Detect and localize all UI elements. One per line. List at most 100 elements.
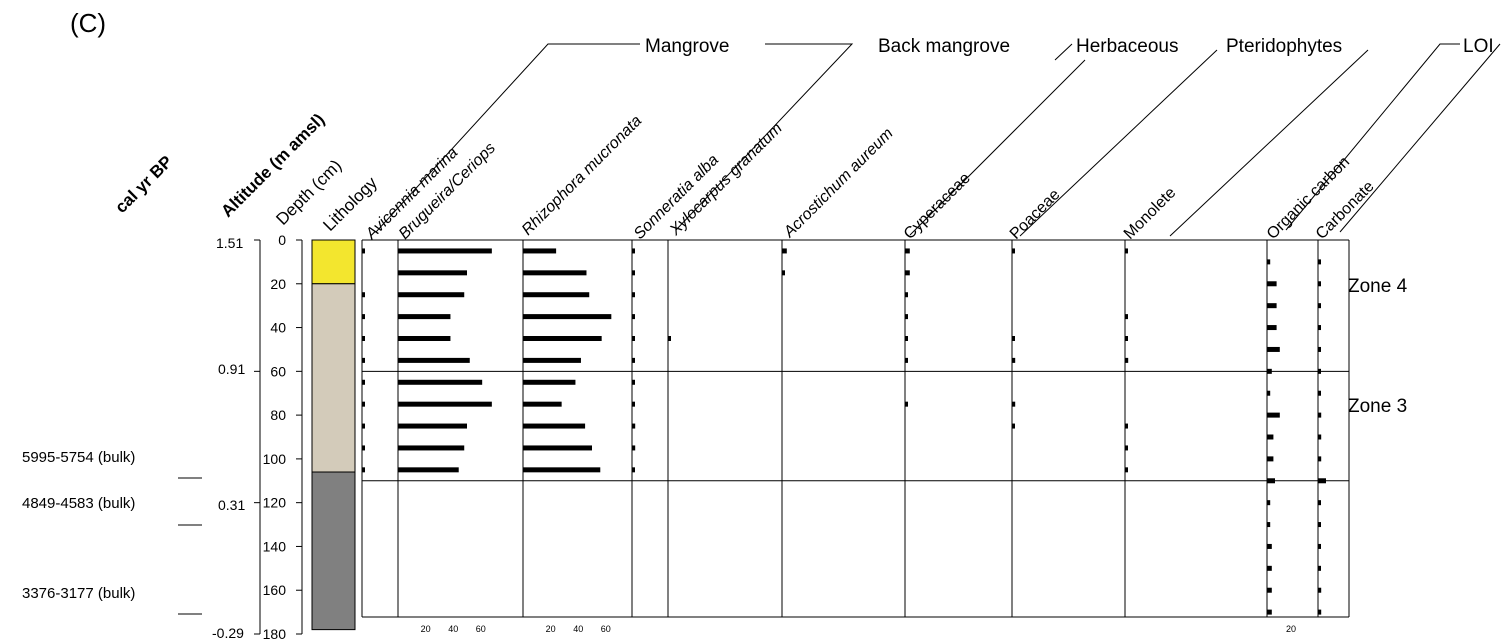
depth-tick-label: 80 bbox=[270, 407, 286, 423]
pollen-bar bbox=[523, 292, 590, 298]
pollen-bar bbox=[905, 357, 908, 363]
pollen-bar bbox=[782, 270, 785, 276]
pollen-bar bbox=[632, 314, 635, 320]
loi-bar bbox=[1318, 522, 1321, 528]
pollen-bar bbox=[523, 445, 592, 451]
zone-label-3: Zone 3 bbox=[1348, 396, 1407, 417]
pollen-bar bbox=[1125, 467, 1128, 473]
pollen-bar bbox=[632, 336, 635, 341]
bracket-back-mangrove bbox=[909, 59, 1086, 236]
bracket-pteridophytes bbox=[1169, 49, 1369, 237]
loi-bar bbox=[1267, 543, 1272, 549]
age-label-2: 4849-4583 (bulk) bbox=[22, 495, 135, 512]
altitude-tick-3: 0.31 bbox=[218, 497, 245, 513]
zone-label-4: Zone 4 bbox=[1348, 276, 1408, 297]
group-label-herbaceous: Herbaceous bbox=[1076, 36, 1178, 57]
pollen-bar bbox=[632, 423, 636, 429]
pollen-bar bbox=[632, 292, 635, 298]
pollen-bar bbox=[632, 467, 635, 473]
loi-bar bbox=[1267, 390, 1271, 396]
loi-bar bbox=[1267, 346, 1280, 352]
pollen-bar bbox=[523, 379, 576, 385]
loi-bar bbox=[1318, 303, 1321, 309]
rhizophora-x-tick: 60 bbox=[601, 624, 611, 634]
pollen-bar bbox=[668, 336, 671, 341]
loi-bar bbox=[1267, 609, 1272, 615]
pollen-bar bbox=[632, 379, 635, 385]
pollen-bar bbox=[1125, 314, 1128, 320]
loi-bar bbox=[1267, 303, 1277, 309]
lithology-unit bbox=[311, 239, 356, 285]
pollen-bar bbox=[362, 336, 365, 341]
pollen-bar bbox=[1125, 248, 1128, 254]
taxon-label: Cyperaceae bbox=[901, 170, 974, 243]
bracket-loi-left bbox=[1285, 43, 1460, 231]
rhizophora-x-tick: 40 bbox=[573, 624, 583, 634]
loi-bar bbox=[1318, 434, 1322, 440]
depth-tick-label: 120 bbox=[263, 495, 287, 511]
loi-bar bbox=[1267, 259, 1271, 265]
depth-tick-label: 140 bbox=[263, 538, 287, 554]
pollen-bar bbox=[905, 336, 908, 341]
pollen-bar bbox=[362, 379, 365, 385]
pollen-bar bbox=[1125, 336, 1128, 341]
pollen-bar bbox=[632, 401, 635, 407]
taxon-label: Monolete bbox=[1121, 184, 1180, 243]
depth-tick-label: 0 bbox=[278, 232, 286, 248]
pollen-bar bbox=[1125, 357, 1129, 363]
loi-bar bbox=[1267, 281, 1277, 287]
loi-bar bbox=[1318, 390, 1321, 396]
brugueira-x-tick: 40 bbox=[448, 624, 458, 634]
group-label-loi: LOI bbox=[1463, 36, 1494, 57]
pollen-bar bbox=[523, 336, 602, 341]
loi-bar bbox=[1318, 587, 1322, 593]
loi-bar bbox=[1318, 412, 1322, 418]
pollen-bar bbox=[398, 467, 459, 473]
group-label-back-mangrove: Back mangrove bbox=[878, 36, 1010, 57]
pollen-bar bbox=[398, 423, 467, 429]
pollen-bar bbox=[905, 248, 910, 254]
group-label-mangrove: Mangrove bbox=[645, 36, 730, 57]
pollen-bar bbox=[1125, 423, 1128, 429]
pollen-bar bbox=[1012, 336, 1015, 341]
pollen-bar bbox=[362, 292, 365, 298]
loi-bar bbox=[1318, 478, 1326, 484]
loi-bar bbox=[1318, 456, 1322, 462]
pollen-bar bbox=[523, 248, 557, 254]
loi-bar bbox=[1267, 412, 1280, 418]
pollen-bar bbox=[782, 248, 787, 254]
pollen-bar bbox=[523, 467, 601, 473]
pollen-bar bbox=[362, 445, 365, 451]
group-label-pteridophytes: Pteridophytes bbox=[1226, 36, 1342, 57]
pollen-bar bbox=[523, 270, 587, 276]
pollen-bar bbox=[398, 445, 465, 451]
pollen-bar bbox=[523, 423, 586, 429]
pollen-bar bbox=[398, 292, 465, 298]
pollen-bar bbox=[362, 357, 365, 363]
pollen-bar bbox=[905, 314, 908, 320]
loi-bar bbox=[1267, 500, 1271, 506]
pollen-bar bbox=[1012, 401, 1016, 407]
loi-x-tick: 20 bbox=[1286, 624, 1296, 634]
pollen-bar bbox=[632, 357, 635, 363]
loi-bar bbox=[1318, 609, 1322, 615]
depth-tick-label: 60 bbox=[270, 363, 286, 379]
bracket-mangrove-left bbox=[375, 43, 640, 233]
pollen-bar bbox=[905, 270, 910, 276]
cal-yr-bp-title: cal yr BP bbox=[111, 152, 176, 217]
altitude-tick-1: 1.51 bbox=[216, 235, 243, 251]
axis-text: 0 20 40 60 80 100 120 140 160 180 20 40 60 20 40 60 20 bbox=[263, 232, 1296, 642]
depth-tick-label: 180 bbox=[263, 626, 287, 642]
loi-bar bbox=[1267, 565, 1272, 571]
loi-bar bbox=[1318, 368, 1321, 374]
bracket-back-mangrove-top bbox=[1054, 43, 1073, 61]
pollen-bar bbox=[362, 467, 365, 473]
pollen-bar bbox=[398, 314, 451, 320]
pollen-bar bbox=[398, 248, 492, 254]
depth-tick-label: 100 bbox=[263, 451, 287, 467]
taxon-label: Poaceae bbox=[1007, 186, 1064, 243]
group-bracket-lines bbox=[375, 43, 1501, 237]
loi-bar bbox=[1267, 456, 1274, 462]
age-label-3: 3376-3177 (bulk) bbox=[22, 585, 135, 602]
loi-bar bbox=[1318, 500, 1321, 506]
